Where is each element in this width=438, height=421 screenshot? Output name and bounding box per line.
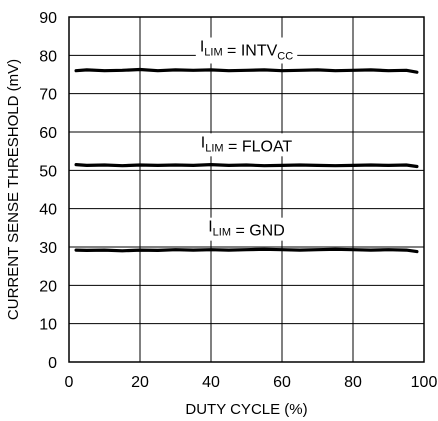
y-tick-label: 30 xyxy=(39,240,57,257)
series-annotation-3: ILIM = GND xyxy=(208,219,285,240)
annotation-part: = FLOAT xyxy=(224,138,293,155)
plot-frame xyxy=(68,16,425,363)
y-tick-label: 60 xyxy=(39,125,57,142)
series-group xyxy=(74,67,419,254)
x-tick-label: 100 xyxy=(411,374,438,391)
y-tick-label: 0 xyxy=(48,355,57,372)
tick-labels: 0 20 40 60 80 100 0 10 20 30 40 50 60 70 80 90 xyxy=(39,10,437,391)
annotation-background xyxy=(196,133,297,157)
x-tick-label: 40 xyxy=(202,374,220,391)
annotation-part: LIM xyxy=(213,227,231,239)
x-tick-label: 80 xyxy=(344,374,362,391)
series-annotation-1: ILIM = INTVCC xyxy=(200,39,293,63)
y-tick-label: 50 xyxy=(39,163,57,180)
y-tick-label: 90 xyxy=(39,10,57,27)
annotation-part: I xyxy=(200,39,204,56)
annotation-part: LIM xyxy=(204,47,222,59)
y-tick-label: 10 xyxy=(39,317,57,334)
y-axis-label: CURRENT SENSE THRESHOLD (mV) xyxy=(5,59,22,320)
series-line-3 xyxy=(74,247,419,254)
series-annotation-2: ILIM = FLOAT xyxy=(201,134,293,155)
annotation-background xyxy=(204,217,289,241)
annotation-part: I xyxy=(208,219,212,236)
x-tick-label: 0 xyxy=(65,374,74,391)
series-line-1 xyxy=(74,67,419,74)
x-tick-label: 20 xyxy=(131,374,149,391)
series-line-2 xyxy=(74,163,419,169)
y-tick-label: 80 xyxy=(39,48,57,65)
y-tick-label: 70 xyxy=(39,87,57,104)
annotation-part: I xyxy=(201,134,205,151)
annotation-part: LIM xyxy=(205,142,223,154)
annotation-part: CC xyxy=(277,51,293,63)
x-tick-label: 60 xyxy=(273,374,291,391)
x-axis-label: DUTY CYCLE (%) xyxy=(185,401,307,418)
y-tick-label: 40 xyxy=(39,202,57,219)
y-tick-label: 20 xyxy=(39,278,57,295)
annotation-background xyxy=(195,37,298,64)
annotation-part: = GND xyxy=(231,223,285,240)
annotation-part: = INTV xyxy=(223,43,278,60)
